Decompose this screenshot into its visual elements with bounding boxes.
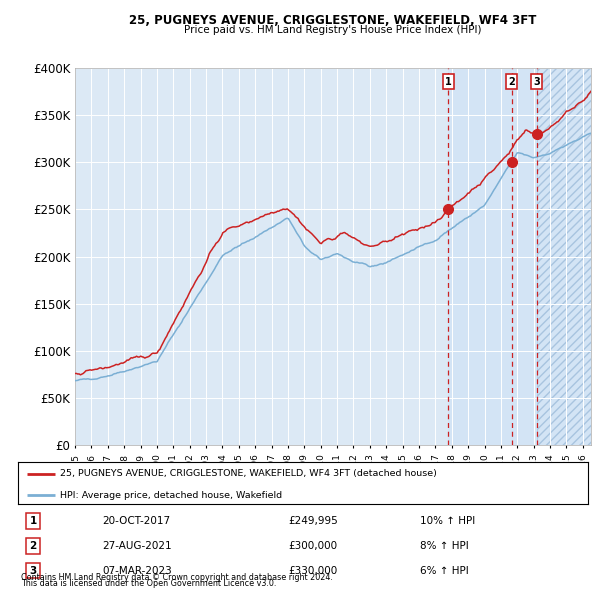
Text: Contains HM Land Registry data © Crown copyright and database right 2024.: Contains HM Land Registry data © Crown c…	[21, 573, 333, 582]
Text: This data is licensed under the Open Government Licence v3.0.: This data is licensed under the Open Gov…	[21, 579, 277, 588]
Text: 25, PUGNEYS AVENUE, CRIGGLESTONE, WAKEFIELD, WF4 3FT: 25, PUGNEYS AVENUE, CRIGGLESTONE, WAKEFI…	[130, 14, 536, 27]
Bar	[536, 68, 591, 445]
Text: 20-OCT-2017: 20-OCT-2017	[102, 516, 170, 526]
Text: 6% ↑ HPI: 6% ↑ HPI	[420, 566, 469, 575]
Text: 10% ↑ HPI: 10% ↑ HPI	[420, 516, 475, 526]
Text: 2: 2	[29, 541, 37, 550]
Text: £300,000: £300,000	[288, 541, 337, 550]
Text: 2: 2	[508, 77, 515, 87]
Text: Price paid vs. HM Land Registry's House Price Index (HPI): Price paid vs. HM Land Registry's House …	[184, 25, 482, 35]
Text: £330,000: £330,000	[288, 566, 337, 575]
Bar	[536, 68, 591, 445]
Text: 1: 1	[29, 516, 37, 526]
Text: 27-AUG-2021: 27-AUG-2021	[102, 541, 172, 550]
Text: HPI: Average price, detached house, Wakefield: HPI: Average price, detached house, Wake…	[59, 491, 282, 500]
Text: 3: 3	[533, 77, 540, 87]
Text: £249,995: £249,995	[288, 516, 338, 526]
Text: 07-MAR-2023: 07-MAR-2023	[102, 566, 172, 575]
Text: 25, PUGNEYS AVENUE, CRIGGLESTONE, WAKEFIELD, WF4 3FT (detached house): 25, PUGNEYS AVENUE, CRIGGLESTONE, WAKEFI…	[59, 470, 436, 478]
Bar	[448, 68, 536, 445]
Text: 3: 3	[29, 566, 37, 575]
Text: 8% ↑ HPI: 8% ↑ HPI	[420, 541, 469, 550]
Text: 1: 1	[445, 77, 452, 87]
